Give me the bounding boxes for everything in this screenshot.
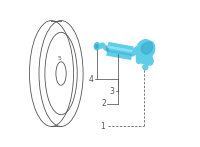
Polygon shape <box>141 42 153 54</box>
Text: 3: 3 <box>110 87 115 96</box>
Polygon shape <box>103 45 107 49</box>
Text: 4: 4 <box>89 75 94 84</box>
Text: 1: 1 <box>100 122 105 131</box>
Polygon shape <box>143 65 148 70</box>
Text: 2: 2 <box>101 99 106 108</box>
Polygon shape <box>136 40 155 65</box>
Ellipse shape <box>106 46 108 52</box>
Polygon shape <box>103 47 107 50</box>
Ellipse shape <box>94 42 100 50</box>
Ellipse shape <box>95 44 98 49</box>
Text: 5: 5 <box>58 56 62 61</box>
